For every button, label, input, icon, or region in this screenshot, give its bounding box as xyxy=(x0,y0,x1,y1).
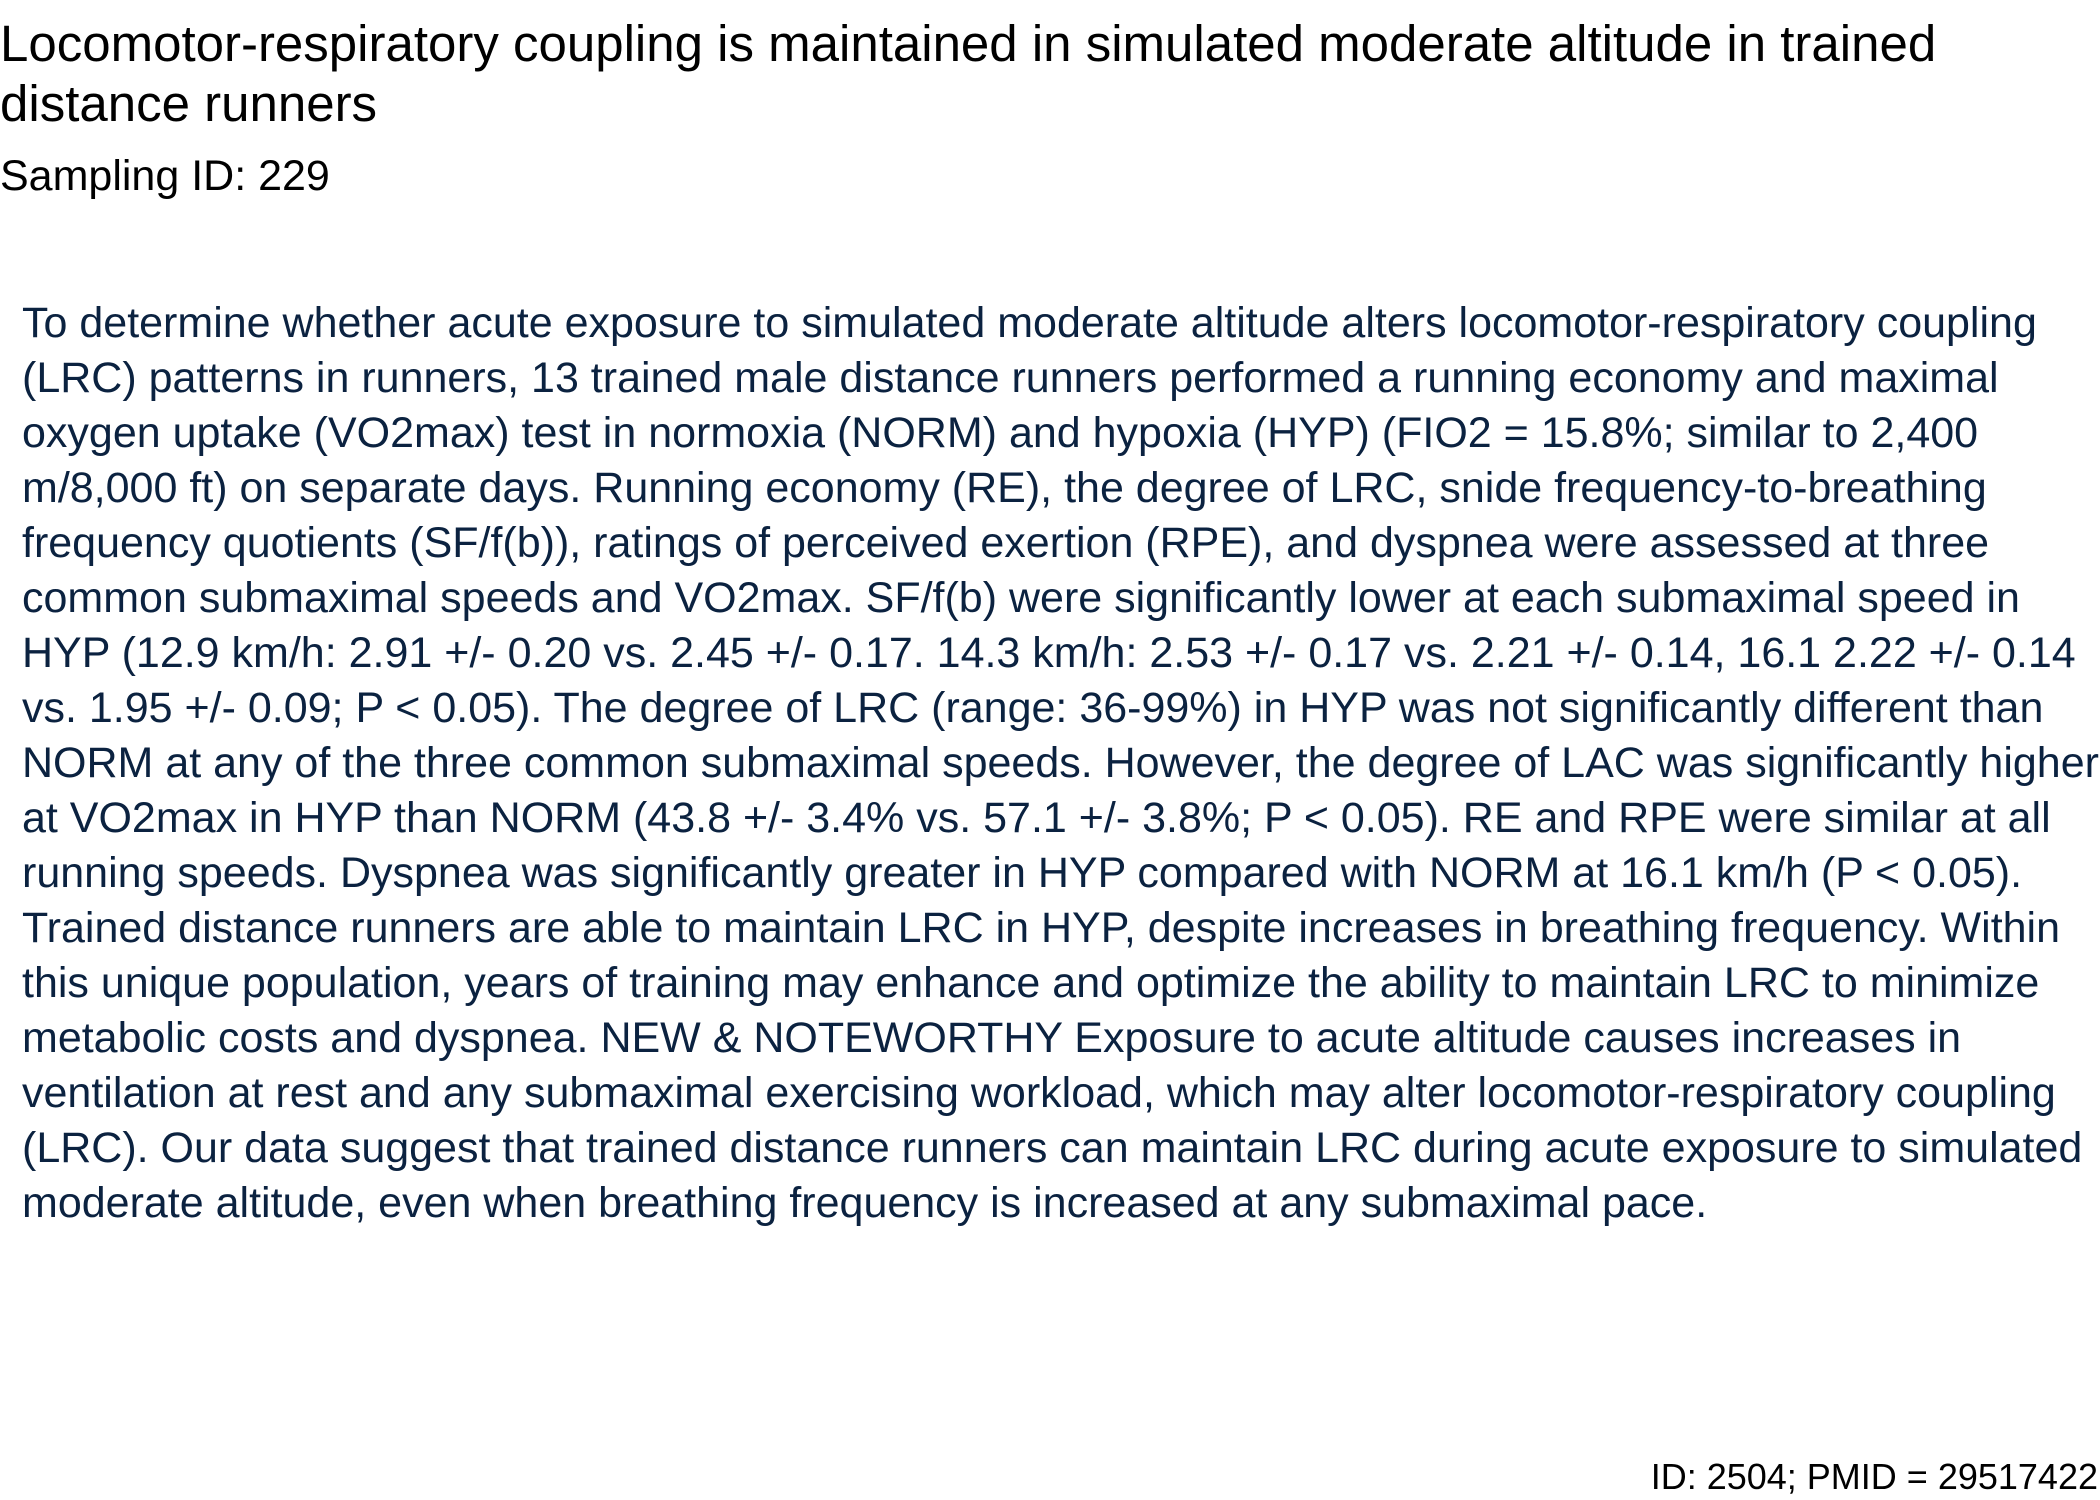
document-footer-id: ID: 2504; PMID = 29517422 xyxy=(1650,1456,2098,1497)
document-title: Locomotor-respiratory coupling is mainta… xyxy=(0,15,1937,132)
sampling-id: Sampling ID: 229 xyxy=(0,152,330,200)
abstract-text: To determine whether acute exposure to s… xyxy=(22,299,2099,1227)
